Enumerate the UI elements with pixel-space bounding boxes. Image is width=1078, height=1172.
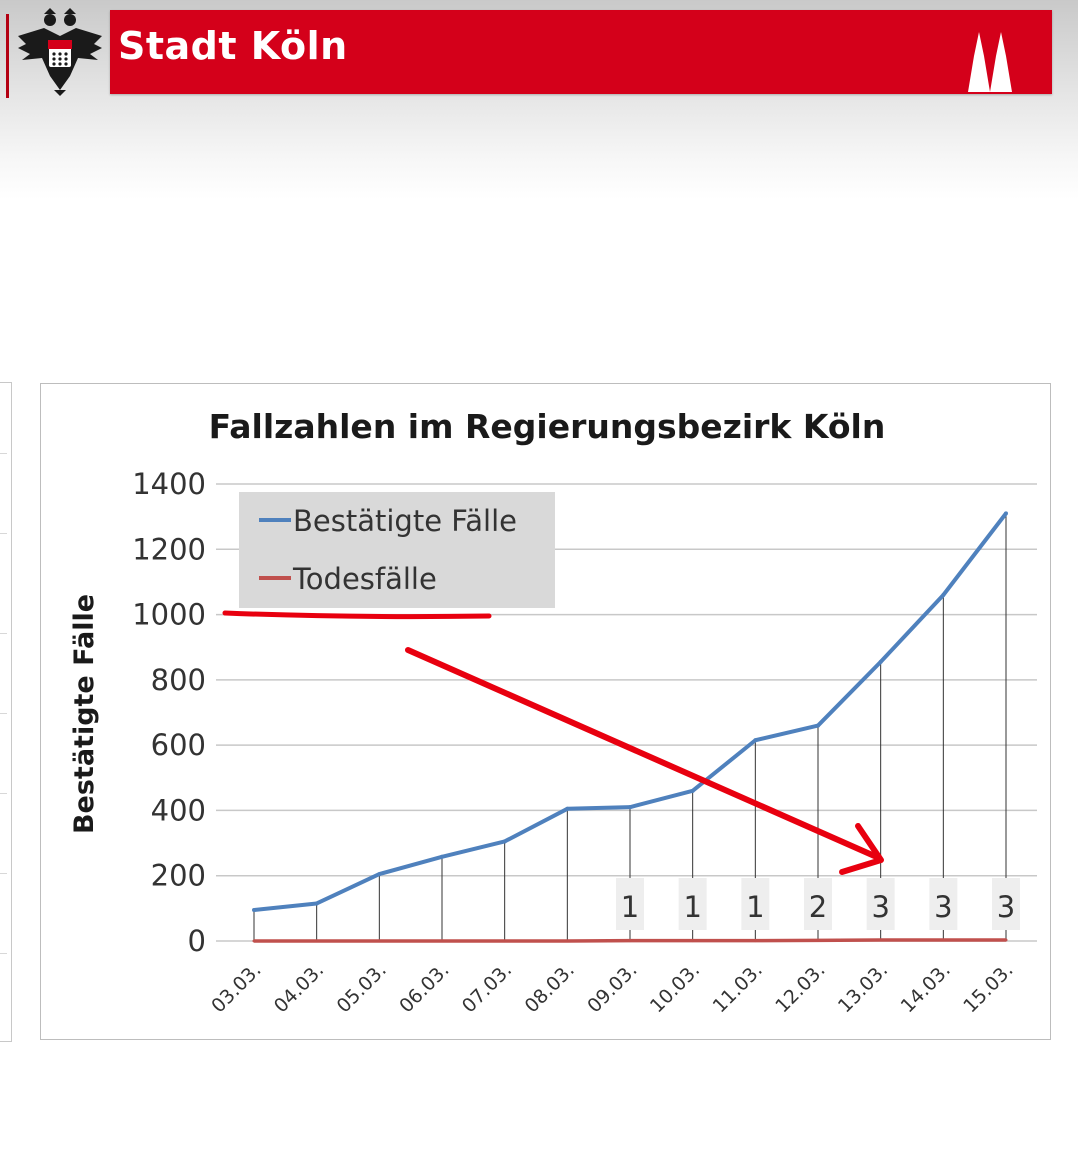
series-lines	[252, 511, 1008, 943]
data-point-confirmed	[502, 839, 507, 844]
data-label-background	[804, 878, 832, 930]
data-label-deaths: 3	[934, 890, 952, 924]
x-tick-label: 05.03.	[333, 959, 391, 1017]
header-left-rule	[6, 14, 9, 98]
data-point-deaths	[440, 939, 444, 943]
red-underline-mark	[222, 610, 492, 620]
eagle-crest-icon	[18, 8, 102, 96]
x-tick-label: 10.03.	[646, 959, 704, 1017]
data-label-deaths: 2	[809, 890, 827, 924]
y-tick-label: 1400	[132, 467, 206, 501]
y-tick-label: 1000	[132, 598, 206, 632]
data-point-deaths	[377, 939, 381, 943]
x-tick-label: 04.03.	[270, 959, 328, 1017]
annotations	[222, 610, 884, 875]
data-label-deaths: 1	[683, 890, 701, 924]
data-point-deaths	[879, 938, 883, 942]
y-axis-label: Bestätigte Fälle	[69, 594, 100, 834]
data-point-confirmed	[753, 738, 758, 743]
data-point-confirmed	[816, 723, 820, 728]
data-label-background	[866, 878, 895, 930]
legend-label-deaths: Todesfälle	[292, 562, 437, 596]
data-point-deaths	[503, 939, 507, 943]
x-tick-label: 06.03.	[395, 959, 453, 1017]
x-tick-label: 09.03.	[583, 959, 641, 1017]
x-tick-label: 11.03.	[709, 959, 767, 1017]
data-point-confirmed	[1004, 511, 1008, 516]
x-tick-label: 12.03.	[771, 959, 829, 1017]
data-label-deaths: 1	[621, 890, 639, 924]
x-tick-label: 03.03.	[207, 959, 265, 1017]
data-point-confirmed	[252, 907, 256, 912]
data-point-confirmed	[377, 872, 382, 877]
y-tick-label: 0	[188, 924, 206, 958]
data-point-deaths	[252, 939, 256, 943]
data-point-confirmed	[941, 592, 946, 597]
line-chart: Fallzahlen im Regierungsbezirk Köln 0 200…	[69, 407, 1037, 1017]
data-point-deaths	[941, 938, 945, 942]
x-tick-label: 15.03.	[959, 959, 1017, 1017]
chart-frame: Fallzahlen im Regierungsbezirk Köln 0 200…	[40, 383, 1051, 1040]
data-point-confirmed	[690, 788, 695, 793]
red-arrow-head	[839, 823, 884, 875]
data-point-deaths	[1004, 938, 1008, 942]
data-point-deaths	[315, 939, 319, 943]
data-point-deaths	[565, 939, 569, 943]
data-point-deaths	[816, 938, 820, 942]
data-point-confirmed	[565, 806, 570, 811]
y-axis-ticks: 0 200 400 600 800 1000 1200 1400	[132, 467, 206, 958]
legend-label-confirmed: Bestätigte Fälle	[293, 504, 517, 538]
y-tick-label: 800	[151, 663, 206, 697]
y-tick-label: 600	[151, 728, 206, 762]
x-tick-label: 13.03.	[834, 959, 892, 1017]
data-label-background	[616, 878, 644, 930]
site-title: Stadt Köln	[118, 24, 348, 68]
x-tick-label: 14.03.	[897, 959, 955, 1017]
header-banner: Stadt Köln	[110, 10, 1052, 94]
data-label-deaths: 3	[997, 890, 1015, 924]
data-point-deaths	[691, 939, 695, 943]
chart-legend: Bestätigte Fälle Todesfälle	[239, 492, 555, 608]
data-label-deaths: 3	[871, 890, 889, 924]
data-labels: 1 1 1 2 3 3 3	[616, 878, 1020, 930]
data-label-background	[929, 878, 958, 930]
chart-title: Fallzahlen im Regierungsbezirk Köln	[209, 407, 886, 446]
data-label-deaths: 1	[746, 890, 764, 924]
data-label-background	[992, 878, 1020, 930]
x-axis-ticks: 03.03. 04.03. 05.03. 06.03. 07.03. 08.03. 09.0…	[207, 959, 1017, 1017]
data-label-background	[741, 878, 770, 930]
data-label-background	[678, 878, 707, 930]
data-point-confirmed	[440, 854, 444, 859]
cathedral-spires-icon	[968, 32, 1012, 92]
data-point-confirmed	[878, 659, 883, 664]
data-point-deaths	[753, 939, 757, 943]
y-tick-label: 1200	[132, 532, 206, 566]
legend-box	[239, 492, 555, 608]
adjacent-chart-edge	[0, 382, 12, 1042]
y-tick-label: 400	[151, 793, 206, 827]
data-point-confirmed	[314, 901, 319, 906]
data-point-confirmed	[628, 805, 632, 810]
x-tick-label: 08.03.	[521, 959, 579, 1017]
data-point-deaths	[628, 939, 632, 943]
red-arrow-shaft	[405, 647, 882, 861]
x-tick-label: 07.03.	[458, 959, 516, 1017]
y-tick-label: 200	[151, 859, 206, 893]
